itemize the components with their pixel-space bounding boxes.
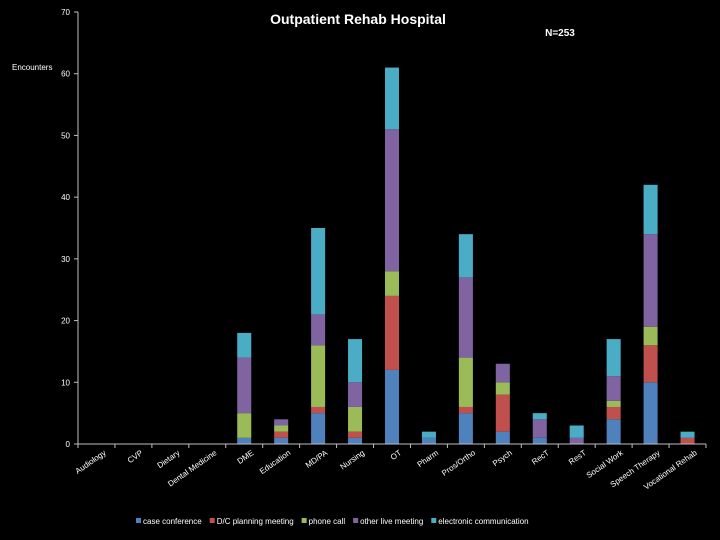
bars-group [237,67,695,444]
legend-label: other live meeting [360,517,423,526]
bar-segment-other-live-meeting [532,419,547,438]
sample-size-annotation: N=253 [545,28,575,39]
bar-segment-d-c-planning-meeting [384,295,400,370]
x-category-label: Nursing [338,448,366,471]
bar-segment-other-live-meeting [274,419,289,426]
bar-segment-electronic-communication [311,228,326,315]
bar-segment-phone-call [458,357,473,407]
bar-segment-case-conference [237,437,252,444]
y-tick-label: 0 [66,440,71,449]
bar-segment-phone-call [348,406,363,432]
bar-segment-case-conference [384,369,400,444]
bar-segment-electronic-communication [606,339,621,377]
bar-segment-other-live-meeting [569,437,584,444]
bar-segment-phone-call [606,400,621,407]
bar-segment-case-conference [348,437,363,444]
x-category-label: OT [389,448,403,462]
bar-segment-phone-call [274,425,289,432]
legend-label: D/C planning meeting [217,517,294,526]
bar-segment-case-conference [458,413,473,444]
bar-segment-other-live-meeting [606,376,621,401]
legend-label: phone call [309,517,346,526]
bar-segment-case-conference [421,437,436,444]
bar-segment-electronic-communication [569,425,584,438]
bar-segment-other-live-meeting [311,314,326,346]
x-category-label: Psych [491,448,514,468]
y-tick-label: 20 [61,317,70,326]
bar-segment-electronic-communication [680,431,695,438]
y-tick-label: 60 [61,70,70,79]
x-category-label: CVP [126,448,145,465]
bar-segment-other-live-meeting [237,357,252,414]
bar-segment-d-c-planning-meeting [458,406,473,414]
x-category-label: RecT [530,448,551,466]
bar-segment-d-c-planning-meeting [495,394,510,432]
legend-swatch [431,518,437,523]
bar-segment-d-c-planning-meeting [274,431,289,438]
legend-swatch [301,518,307,523]
bar-segment-electronic-communication [532,413,547,420]
legend-label: case conference [143,517,202,526]
legend-swatch [136,518,141,523]
bar-segment-case-conference [606,419,621,444]
bar-segment-phone-call [643,326,658,346]
bar-segment-phone-call [237,413,252,438]
y-axis-label: Encounters [12,63,52,72]
bar-segment-d-c-planning-meeting [311,406,326,414]
legend-label: electronic communication [438,517,528,526]
x-category-label: DME [236,448,256,466]
legend: case conference D/C planning meeting phone… [136,517,529,526]
x-category-label: Pharm [416,448,441,469]
bar-segment-other-live-meeting [495,363,510,383]
bar-segment-electronic-communication [458,234,473,278]
x-category-label: Dietary [156,448,182,470]
y-axis-ticks: 0 10 20 30 40 50 60 70 [61,8,78,449]
bar-segment-electronic-communication [421,431,436,438]
bar-segment-phone-call [311,345,326,407]
axes [77,12,707,448]
bar-segment-electronic-communication [643,184,658,235]
x-category-label: ResT [567,448,588,466]
y-tick-label: 30 [61,255,70,264]
x-category-label: MD/PA [304,448,330,470]
bar-segment-other-live-meeting [348,382,363,407]
bar-segment-d-c-planning-meeting [606,406,621,420]
x-category-label: Pros/Ortho [440,448,477,478]
x-category-label: Audiology [74,448,108,476]
y-tick-label: 70 [61,8,70,17]
bar-segment-phone-call [495,382,510,395]
bar-segment-case-conference [274,437,289,444]
x-category-label: Education [258,448,292,476]
bar-segment-phone-call [384,271,400,296]
y-tick-label: 40 [61,193,70,202]
bar-segment-case-conference [532,437,547,444]
bar-segment-d-c-planning-meeting [643,345,658,383]
bar-segment-electronic-communication [237,332,252,358]
bar-segment-case-conference [643,382,658,444]
bar-segment-other-live-meeting [458,277,473,358]
y-tick-label: 50 [61,131,70,140]
bar-segment-electronic-communication [384,67,400,130]
bar-segment-case-conference [495,431,510,444]
chart-title: Outpatient Rehab Hospital [270,11,446,27]
legend-swatch [209,518,215,523]
legend-swatch [353,518,359,523]
bar-segment-other-live-meeting [384,129,400,272]
bar-segment-electronic-communication [348,339,363,383]
bar-segment-d-c-planning-meeting [680,437,695,444]
bar-segment-case-conference [311,413,326,444]
y-tick-label: 10 [61,378,70,387]
bar-segment-other-live-meeting [643,234,658,327]
bar-segment-d-c-planning-meeting [348,431,363,438]
